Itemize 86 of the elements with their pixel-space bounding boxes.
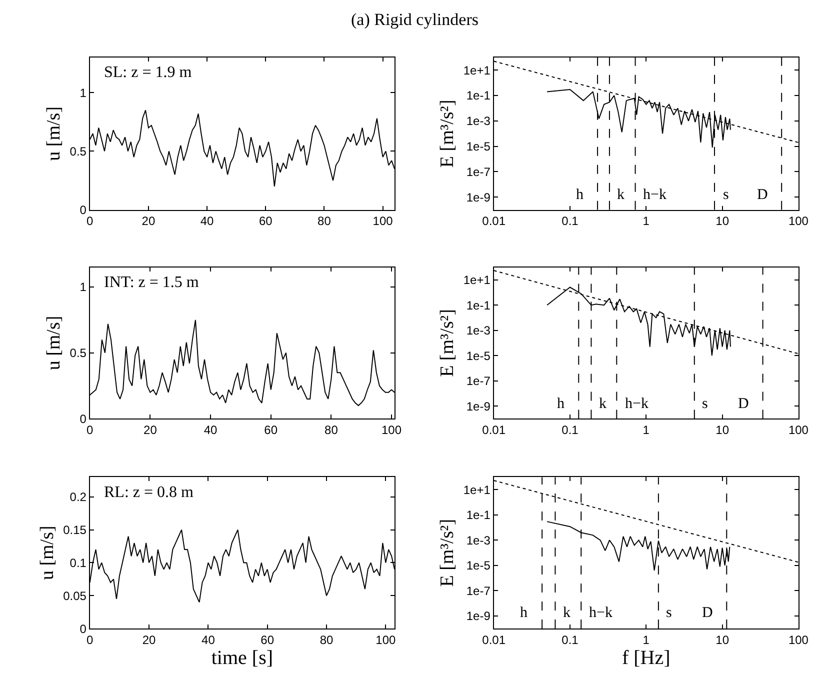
annotation: h (557, 396, 565, 412)
x-tick-label: 10 (716, 423, 730, 438)
annotation: h−k (625, 396, 649, 412)
y-tick-label: 1e-3 (466, 324, 491, 338)
annotation: s (723, 187, 729, 203)
y-tick-label: 0.5 (70, 346, 87, 360)
x-tick-label: 0.01 (482, 632, 506, 647)
x-tick-label: 10 (716, 632, 730, 647)
x-tick-label: 80 (320, 632, 334, 647)
y-tick-label: 1e-1 (466, 508, 491, 522)
y-tick-label: 0 (80, 622, 87, 636)
y-tick-label: 0.05 (63, 588, 87, 603)
x-axis-title: time [s] (211, 646, 274, 669)
x-tick-label: 0.1 (562, 632, 579, 647)
annotation: INT: z = 1.5 m (104, 274, 200, 291)
x-tick-label: 20 (142, 632, 156, 647)
y-tick-label: 0.15 (63, 522, 87, 537)
x-tick-label: 40 (204, 423, 218, 438)
x-tick-label: 1 (642, 632, 650, 647)
y-tick-label: 1e-7 (466, 584, 491, 598)
x-tick-label: 0.01 (482, 214, 506, 228)
x-tick-label: 100 (376, 632, 396, 647)
annotation: SL: z = 1.9 m (104, 64, 192, 81)
annotation: D (702, 605, 713, 621)
x-tick-label: 100 (788, 214, 809, 228)
x-tick-label: 60 (258, 214, 273, 228)
annotation: D (757, 187, 768, 203)
y-tick-label: 1e-9 (466, 609, 491, 624)
annotation: h (520, 605, 528, 621)
x-tick-label: 100 (372, 214, 394, 228)
y-tick-label: 1e-7 (466, 374, 491, 388)
y-tick-label: 1e-7 (466, 164, 491, 179)
annotation: k (599, 396, 607, 412)
x-tick-label: 100 (788, 632, 809, 647)
y-tick-label: 1e+1 (463, 63, 491, 78)
y-axis-title: u [m/s] (44, 106, 65, 161)
y-tick-label: 1 (80, 280, 87, 294)
x-axis-title: f [Hz] (622, 646, 670, 669)
x-tick-label: 40 (200, 214, 214, 228)
x-tick-label: 0.1 (562, 423, 579, 438)
x-tick-label: 60 (264, 423, 278, 438)
x-tick-label: 80 (318, 214, 332, 228)
x-tick-label: 20 (142, 214, 156, 228)
y-axis-title: E [m³/s²] (437, 518, 458, 587)
y-tick-label: 0.1 (70, 556, 87, 570)
x-tick-label: 1 (642, 423, 650, 438)
chart-title: (a) Rigid cylinders (351, 10, 478, 29)
y-tick-label: 0 (80, 412, 87, 426)
x-tick-label: 0.1 (562, 214, 579, 228)
y-tick-label: 1e-9 (466, 190, 491, 204)
annotation: k (563, 605, 571, 621)
annotation: s (702, 396, 708, 412)
y-tick-label: 0.2 (70, 490, 87, 504)
annotation: RL: z = 0.8 m (104, 484, 194, 501)
y-tick-label: 1e-1 (466, 88, 491, 103)
y-axis-title: u [m/s] (36, 526, 58, 580)
x-tick-label: 0.01 (482, 423, 506, 438)
y-tick-label: 1e+1 (463, 273, 491, 288)
y-axis-title: E [m³/s²] (437, 309, 458, 377)
y-tick-label: 1e-1 (466, 298, 491, 312)
y-tick-label: 1e-9 (466, 399, 491, 414)
x-tick-label: 80 (324, 423, 338, 438)
y-tick-label: 1e-5 (466, 348, 491, 363)
y-tick-label: 1e+1 (463, 482, 491, 497)
y-tick-label: 1e-5 (466, 140, 491, 154)
y-tick-label: 0 (80, 203, 87, 218)
annotation: h−k (589, 605, 613, 621)
x-tick-label: 100 (788, 423, 809, 438)
x-tick-label: 10 (716, 214, 730, 228)
y-axis-title: u [m/s] (44, 316, 65, 370)
x-tick-label: 1 (642, 214, 650, 228)
y-tick-label: 1e-3 (466, 533, 491, 548)
y-axis-title: E [m³/s²] (437, 100, 458, 168)
y-tick-label: 1 (80, 86, 87, 100)
y-tick-label: 1e-3 (466, 114, 491, 128)
annotation: h−k (643, 187, 667, 203)
x-tick-label: 60 (260, 632, 274, 647)
x-tick-label: 20 (144, 423, 158, 438)
annotation: D (738, 396, 749, 412)
x-tick-label: 100 (382, 423, 402, 438)
y-tick-label: 1e-5 (466, 558, 491, 573)
x-tick-label: 40 (202, 632, 216, 647)
annotation: s (666, 605, 672, 621)
annotation: k (617, 187, 625, 203)
y-tick-label: 0.5 (70, 144, 87, 158)
annotation: h (576, 187, 584, 203)
